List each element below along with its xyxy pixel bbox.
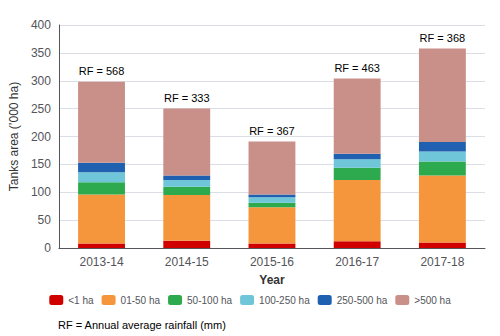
svg-text:RF = 568: RF = 568 [79, 65, 125, 77]
svg-text:2015-16: 2015-16 [250, 255, 294, 269]
svg-text:150: 150 [31, 157, 51, 171]
svg-text:RF = 368: RF = 368 [420, 32, 466, 44]
svg-text:>500 ha: >500 ha [414, 295, 451, 306]
svg-text:RF = 463: RF = 463 [334, 62, 380, 74]
svg-text:50: 50 [38, 213, 52, 227]
svg-text:250: 250 [31, 102, 51, 116]
svg-text:2017-18: 2017-18 [420, 255, 464, 269]
svg-text:250-500 ha: 250-500 ha [337, 295, 388, 306]
svg-text:100-250 ha: 100-250 ha [259, 295, 310, 306]
svg-text:50-100 ha: 50-100 ha [187, 295, 232, 306]
svg-text:<1 ha: <1 ha [68, 295, 94, 306]
svg-text:350: 350 [31, 46, 51, 60]
svg-text:Year: Year [259, 273, 285, 287]
svg-text:400: 400 [31, 18, 51, 32]
svg-text:Tanks area (’000 ha): Tanks area (’000 ha) [7, 82, 21, 191]
svg-text:0: 0 [44, 241, 51, 255]
svg-text:2016-17: 2016-17 [335, 255, 379, 269]
svg-text:RF = 367: RF = 367 [249, 125, 295, 137]
svg-text:RF = Annual average rainfall (: RF = Annual average rainfall (mm) [58, 319, 226, 331]
svg-text:200: 200 [31, 130, 51, 144]
svg-text:01-50 ha: 01-50 ha [121, 295, 161, 306]
svg-text:300: 300 [31, 74, 51, 88]
svg-text:RF = 333: RF = 333 [164, 92, 210, 104]
svg-text:2013-14: 2013-14 [80, 255, 124, 269]
svg-text:100: 100 [31, 185, 51, 199]
svg-text:2014-15: 2014-15 [165, 255, 209, 269]
